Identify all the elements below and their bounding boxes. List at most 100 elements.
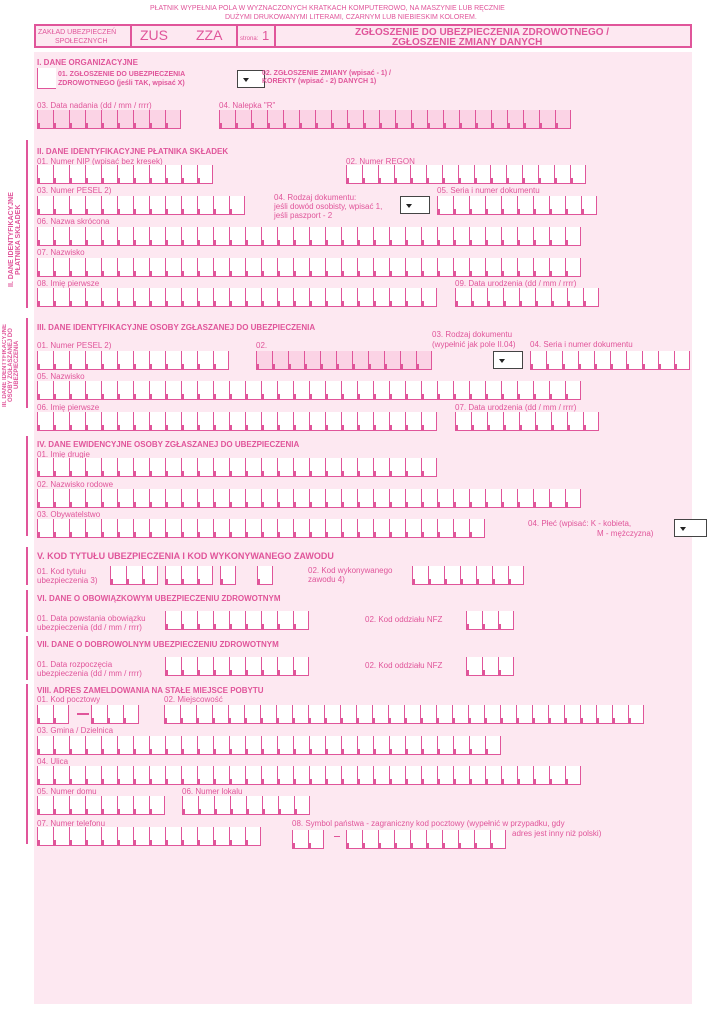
- person-doc-type-dropdown[interactable]: [493, 351, 523, 369]
- field-01-label: 01. ZGŁOSZENIE DO UBEZPIECZENIA: [58, 71, 186, 78]
- payer-pesel-boxes[interactable]: [37, 196, 245, 215]
- short-name-boxes[interactable]: [37, 227, 581, 246]
- insurance-code-boxes-1[interactable]: [110, 566, 158, 585]
- mandatory-date-label-2: ubezpieczenia (dd / mm / rrrr): [37, 623, 142, 632]
- person-doc-number-boxes[interactable]: [530, 351, 690, 370]
- pesel-label: 01. Numer PESEL 2): [37, 341, 112, 350]
- postal-code-boxes-2[interactable]: [91, 705, 139, 724]
- field-03-label: 03. Data nadania (dd / mm / rrrr): [37, 101, 152, 110]
- regon-boxes[interactable]: [346, 165, 586, 184]
- phone-label: 07. Numer telefonu: [37, 819, 106, 828]
- section-1-title: I. DANE ORGANIZACYJNE: [37, 58, 138, 67]
- house-number-boxes[interactable]: [37, 796, 165, 815]
- zus-label: ZUS: [140, 27, 168, 43]
- doc-type-label: 04. Rodzaj dokumentu:: [274, 193, 357, 202]
- occupation-code-boxes[interactable]: [412, 566, 524, 585]
- nip-boxes[interactable]: [37, 165, 213, 184]
- insurance-code-label-2: ubezpieczenia 3): [37, 576, 98, 585]
- maiden-name-label: 02. Nazwisko rodowe: [37, 480, 114, 489]
- postal-code-boxes-1[interactable]: [37, 705, 69, 724]
- payer-firstname-boxes[interactable]: [37, 288, 437, 307]
- insurance-code-boxes-2[interactable]: [165, 566, 213, 585]
- date-nadania-boxes[interactable]: [37, 110, 181, 129]
- field-04-label: 04. Nalepka "R": [219, 101, 276, 110]
- form-code: ZZA: [196, 27, 223, 43]
- person-birthdate-boxes[interactable]: [455, 412, 599, 431]
- flat-number-label: 06. Numer lokalu: [182, 787, 243, 796]
- citizenship-boxes[interactable]: [37, 519, 485, 538]
- institution-name: ZAKŁAD UBEZPIECZEŃ: [38, 29, 117, 36]
- instruction-line-2: DUŻYMI DRUKOWANYMI LITERAMI, CZARNYM LUB…: [225, 14, 477, 21]
- postal-code-label: 01. Kod pocztowy: [37, 695, 101, 704]
- section-7-title: VII. DANE O DOBROWOLNYM UBEZPIECZENIU ZD…: [37, 640, 279, 649]
- payer-surname-label: 07. Nazwisko: [37, 248, 85, 257]
- country-symbol-label: 08. Symbol państwa - zagraniczny kod poc…: [292, 819, 565, 828]
- nip-label: 01. Numer NIP (wpisać bez kresek): [37, 157, 163, 166]
- person-firstname-label: 06. Imię pierwsze: [37, 403, 100, 412]
- voluntary-date-label-2: ubezpieczenia (dd / mm / rrrr): [37, 669, 142, 678]
- section-2-title: II. DANE IDENTYFIKACYJNE PŁATNIKA SKŁADE…: [37, 147, 229, 156]
- field-01-label-2: ZDROWOTNEGO (jeśli TAK, wpisać X): [58, 80, 185, 87]
- person-birthdate-label: 07. Data urodzenia (dd / mm / rrrr): [455, 403, 577, 412]
- change-correction-dropdown[interactable]: [237, 70, 265, 88]
- registration-checkbox[interactable]: [37, 68, 56, 89]
- form-title-2: ZGŁOSZENIE ZMIANY DANYCH: [392, 37, 543, 48]
- voluntary-date-boxes[interactable]: [165, 657, 309, 676]
- nalepka-boxes[interactable]: [219, 110, 571, 129]
- phone-boxes[interactable]: [37, 827, 261, 846]
- person-surname-boxes[interactable]: [37, 381, 581, 400]
- country-symbol-label-2: adres jest inny niż polski): [512, 829, 602, 838]
- maiden-name-boxes[interactable]: [37, 489, 581, 508]
- doc-type-label-s3-2: (wypełnić jak pole II.04): [432, 340, 516, 349]
- sex-dropdown[interactable]: [674, 519, 707, 537]
- payer-firstname-label: 08. Imię pierwsze: [37, 279, 100, 288]
- house-number-label: 05. Numer domu: [37, 787, 97, 796]
- city-boxes[interactable]: [164, 705, 644, 724]
- nfz-code-boxes[interactable]: [466, 611, 514, 630]
- doc-type-label-2: jeśli dowód osobisty, wpisać 1,: [274, 202, 383, 211]
- voluntary-nfz-boxes[interactable]: [466, 657, 514, 676]
- instruction-line-1: PŁATNIK WYPEŁNIA POLA W WYZNACZONYCH KRA…: [150, 5, 505, 12]
- person-firstname-boxes[interactable]: [37, 412, 437, 431]
- field-02-label-2: KOREKTY (wpisać - 2) DANYCH 1): [262, 78, 377, 85]
- second-name-label: 01. Imię drugie: [37, 450, 90, 459]
- occupation-code-label-2: zawodu 4): [308, 575, 345, 584]
- country-code-dash: [334, 836, 340, 837]
- person-doc-number-label: 04. Seria i numer dokumentu: [530, 340, 633, 349]
- insurance-code-boxes-4[interactable]: [257, 566, 273, 585]
- commune-boxes[interactable]: [37, 736, 501, 755]
- nfz-code-label: 02. Kod oddziału NFZ: [365, 615, 443, 624]
- postal-code-dash: [77, 713, 89, 715]
- mandatory-date-boxes[interactable]: [165, 611, 309, 630]
- street-boxes[interactable]: [37, 766, 581, 785]
- regon-label: 02. Numer REGON: [346, 157, 415, 166]
- section-8-title: VIII. ADRES ZAMELDOWANIA NA STAŁE MIEJSC…: [37, 686, 264, 695]
- field-02-boxes-s3[interactable]: [256, 351, 432, 370]
- section-5-title: V. KOD TYTUŁU UBEZPIECZENIA I KOD WYKONY…: [37, 551, 334, 561]
- insurance-code-boxes-3[interactable]: [220, 566, 236, 585]
- section-2-side-label: II. DANE IDENTYFIKACYJNE PŁATNIKA SKŁADE…: [8, 192, 22, 288]
- page-label: strona:: [240, 36, 259, 42]
- payer-birthdate-boxes[interactable]: [455, 288, 599, 307]
- field-02-label-s3: 02.: [256, 341, 268, 350]
- page-number: 1: [262, 28, 270, 43]
- payer-pesel-label: 03. Numer PESEL 2): [37, 186, 112, 195]
- country-symbol-boxes[interactable]: [292, 830, 324, 849]
- section-6-title: VI. DANE O OBOWIĄZKOWYM UBEZPIECZENIU ZD…: [37, 594, 281, 603]
- payer-surname-boxes[interactable]: [37, 258, 581, 277]
- city-label: 02. Miejscowość: [164, 695, 223, 704]
- payer-doc-number-boxes[interactable]: [437, 196, 597, 215]
- payer-doc-type-dropdown[interactable]: [400, 196, 430, 214]
- payer-birthdate-label: 09. Data urodzenia (dd / mm / rrrr): [455, 279, 577, 288]
- form-title: ZGŁOSZENIE DO UBEZPIECZENIA ZDROWOTNEGO …: [355, 27, 610, 38]
- institution-name-2: SPOŁECZNYCH: [55, 38, 108, 45]
- payer-doc-number-label: 05. Seria i numer dokumentu: [437, 186, 540, 195]
- occupation-code-label: 02. Kod wykonywanego: [308, 566, 393, 575]
- header-bar: [34, 24, 692, 48]
- flat-number-boxes[interactable]: [182, 796, 310, 815]
- foreign-postal-code-boxes[interactable]: [346, 830, 506, 849]
- second-name-boxes[interactable]: [37, 458, 437, 477]
- pesel-boxes[interactable]: [37, 351, 229, 370]
- sex-label: 04. Płeć (wpisać: K - kobieta,: [528, 519, 632, 528]
- short-name-label: 06. Nazwa skrócona: [37, 217, 110, 226]
